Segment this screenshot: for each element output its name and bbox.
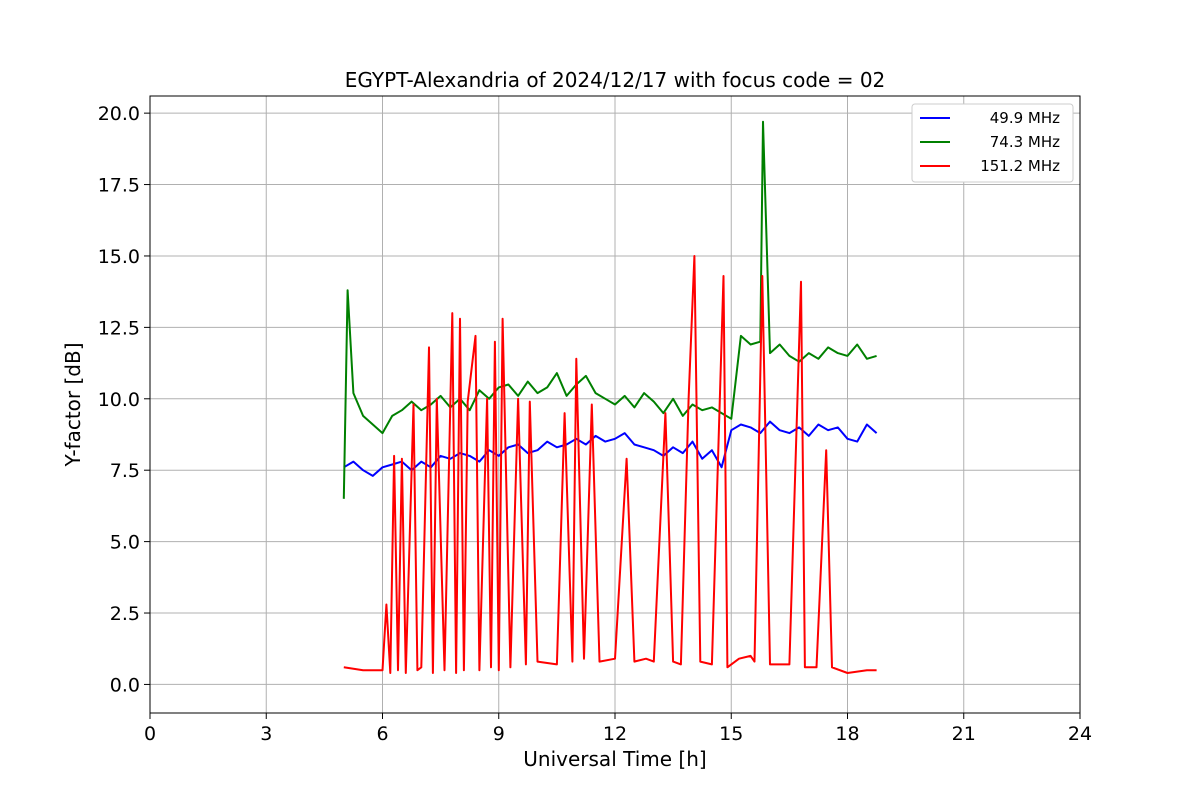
y-tick-label: 10.0 — [98, 389, 140, 411]
y-axis-title: Y-factor [dB] — [61, 342, 85, 467]
y-tick-label: 5.0 — [110, 532, 140, 554]
x-tick-label: 12 — [603, 723, 627, 745]
x-tick-label: 6 — [376, 723, 388, 745]
legend-label: 151.2 MHz — [980, 157, 1060, 175]
y-tick-label: 2.5 — [110, 603, 140, 625]
legend-box — [911, 103, 1074, 183]
legend-label: 49.9 MHz — [990, 109, 1060, 127]
series-line-3 — [343, 255, 877, 674]
y-tick-label: 7.5 — [110, 460, 140, 482]
x-tick-label: 9 — [493, 723, 505, 745]
y-tick-label: 20.0 — [98, 103, 140, 125]
x-tick-label: 15 — [719, 723, 743, 745]
y-tick-label: 17.5 — [98, 175, 140, 197]
x-tick-label: 21 — [952, 723, 976, 745]
x-tick-label: 0 — [144, 723, 156, 745]
x-tick-label: 18 — [835, 723, 859, 745]
grid — [149, 96, 1081, 713]
legend: 49.9 MHz 74.3 MHz 151.2 MHz — [911, 103, 1074, 183]
series-line-2 — [342, 120, 877, 499]
y-tick-label: 0.0 — [110, 674, 140, 696]
ticks: 0 3 6 9 12 15 18 21 24 0.0 2.5 5.0 7.5 10.0 12.5 15.0 17… — [98, 103, 1092, 745]
y-tick-label: 15.0 — [98, 246, 140, 268]
x-tick-label: 24 — [1068, 723, 1092, 745]
chart-title: EGYPT-Alexandria of 2024/12/17 with focu… — [345, 68, 886, 92]
series-line-1 — [343, 420, 878, 477]
x-tick-label: 3 — [260, 723, 272, 745]
series-layer — [342, 120, 878, 674]
x-axis-title: Universal Time [h] — [523, 747, 706, 771]
y-tick-label: 12.5 — [98, 317, 140, 339]
legend-label: 74.3 MHz — [990, 133, 1060, 151]
